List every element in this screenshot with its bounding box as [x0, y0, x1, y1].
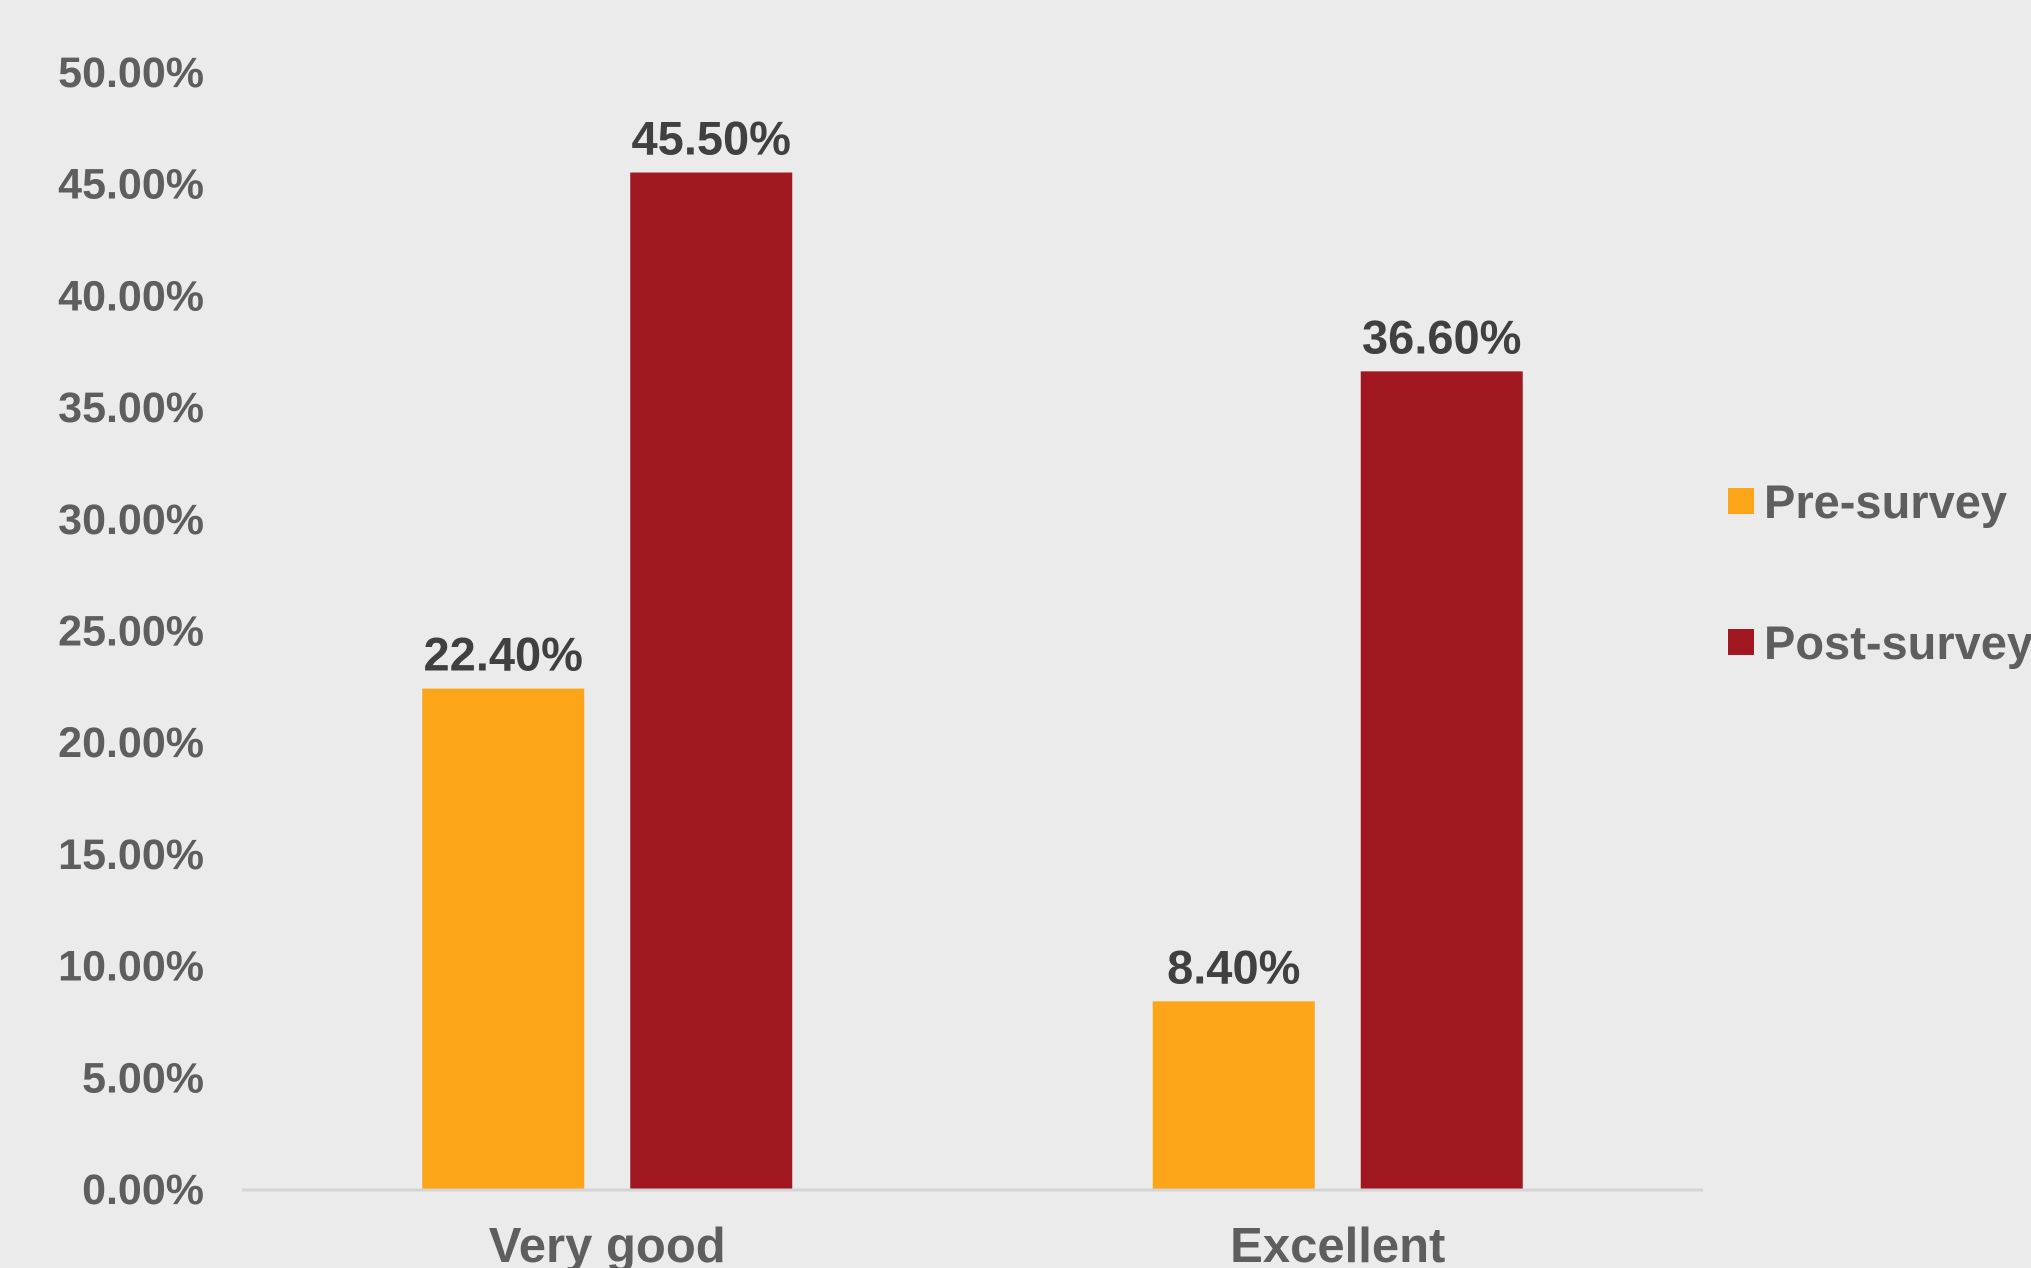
legend-label: Pre-survey	[1764, 475, 2007, 528]
data-label: 45.50%	[632, 112, 791, 165]
y-tick-label: 10.00%	[58, 943, 204, 991]
legend-swatch	[1728, 629, 1754, 655]
data-labels: 22.40% 45.50% 8.40% 36.60%	[424, 112, 1522, 994]
y-tick-label: 25.00%	[58, 608, 204, 656]
data-label: 36.60%	[1362, 310, 1521, 363]
bar-post-survey-very-good	[630, 172, 793, 1189]
y-tick-label: 45.00%	[58, 161, 204, 209]
x-axis: Very good Excellent	[489, 1219, 1446, 1268]
legend: Pre-survey Post-survey	[1728, 475, 2031, 669]
bar-pre-survey-excellent	[1152, 1001, 1315, 1189]
legend-swatch	[1728, 488, 1754, 514]
y-tick-label: 40.00%	[58, 272, 204, 320]
bars	[422, 172, 1523, 1190]
y-tick-label: 5.00%	[82, 1054, 204, 1102]
y-axis: 0.00% 5.00% 10.00% 15.00% 20.00% 25.00% 30.00%…	[58, 49, 204, 1214]
x-category-label: Excellent	[1230, 1219, 1445, 1268]
bar-post-survey-excellent	[1360, 371, 1523, 1190]
legend-label: Post-survey	[1764, 616, 2031, 669]
y-tick-label: 15.00%	[58, 831, 204, 879]
data-label: 8.40%	[1167, 940, 1300, 993]
y-tick-label: 30.00%	[58, 496, 204, 544]
y-tick-label: 35.00%	[58, 384, 204, 432]
y-tick-label: 0.00%	[82, 1166, 204, 1214]
bar-pre-survey-very-good	[422, 688, 585, 1189]
y-tick-label: 20.00%	[58, 719, 204, 767]
data-label: 22.40%	[424, 628, 583, 681]
x-category-label: Very good	[489, 1219, 726, 1268]
y-tick-label: 50.00%	[58, 49, 204, 97]
